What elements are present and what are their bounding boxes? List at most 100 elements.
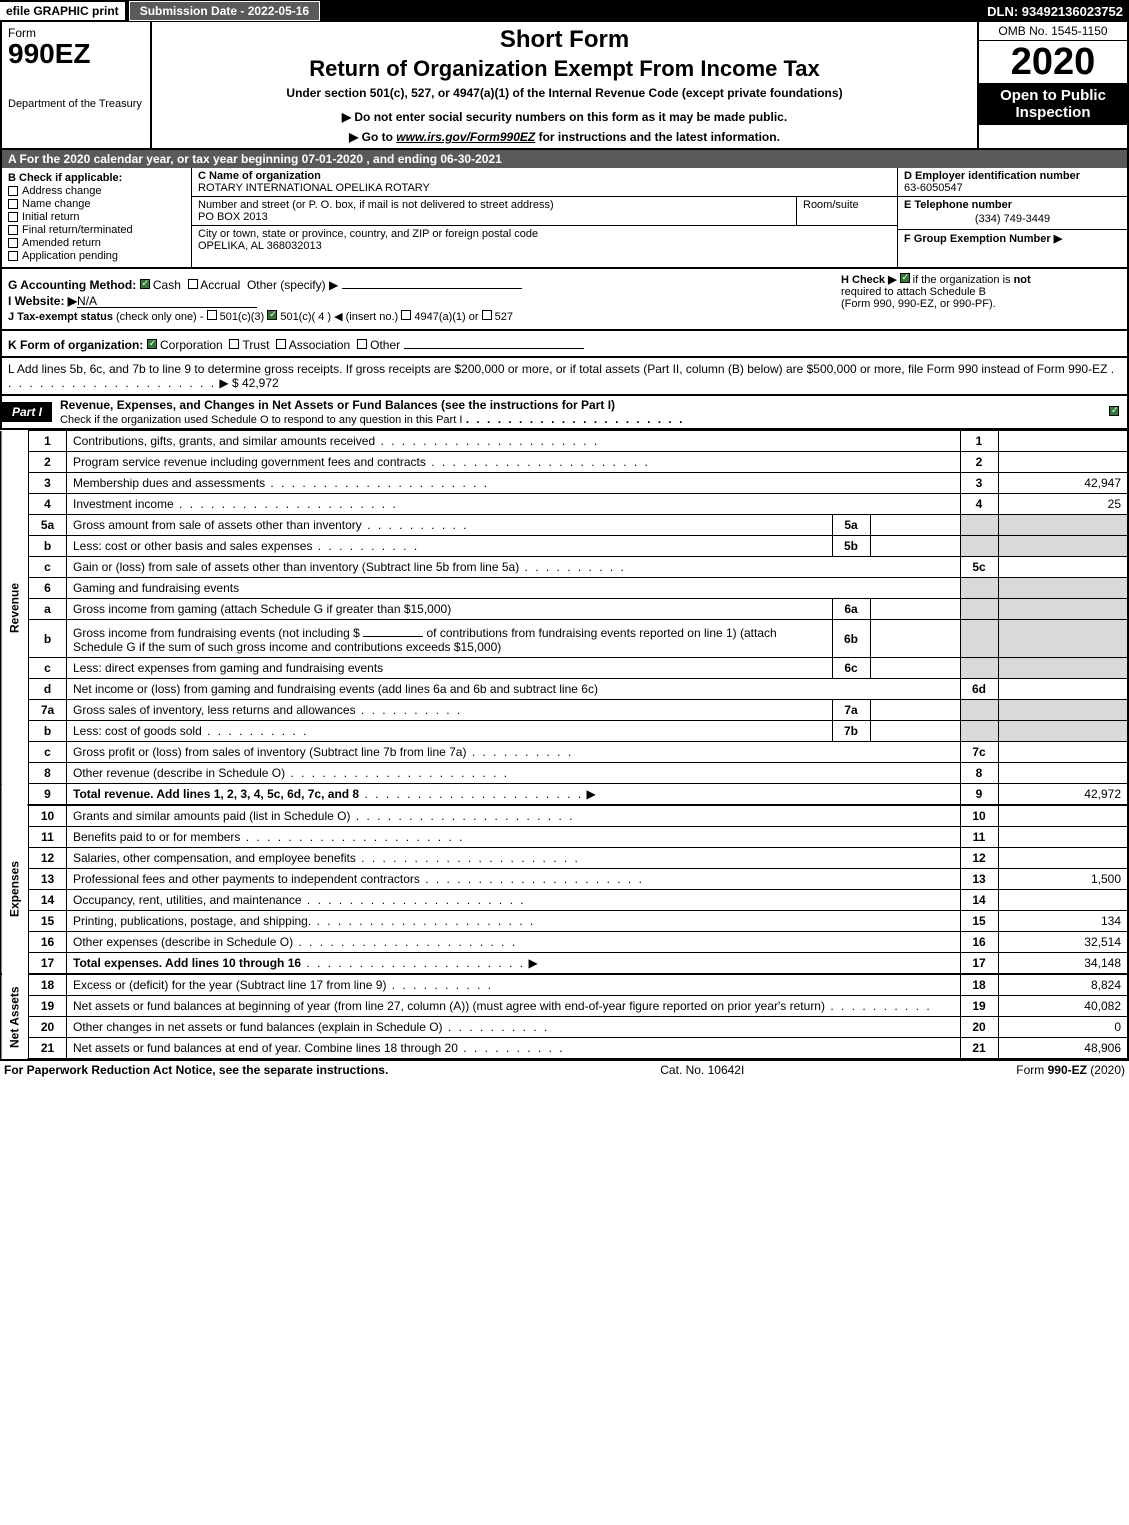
checkbox-icon[interactable]	[8, 251, 18, 261]
city-value: OPELIKA, AL 368032013	[198, 240, 891, 252]
line-num: d	[29, 679, 67, 700]
table-row: 2 Program service revenue including gove…	[1, 452, 1128, 473]
line-ref: 15	[960, 911, 998, 932]
grey-cell	[998, 620, 1128, 658]
g-cash: Cash	[153, 278, 181, 292]
checkbox-h[interactable]	[900, 273, 910, 283]
checkbox-icon[interactable]	[8, 199, 18, 209]
checkbox-other[interactable]	[357, 339, 367, 349]
line-desc: Investment income	[67, 494, 961, 515]
table-row: 16 Other expenses (describe in Schedule …	[1, 932, 1128, 953]
line-desc: Printing, publications, postage, and shi…	[67, 911, 961, 932]
goto-suffix: for instructions and the latest informat…	[535, 130, 780, 144]
line-desc: Total expenses. Add lines 10 through 16 …	[67, 953, 961, 975]
part1-table: Revenue 1 Contributions, gifts, grants, …	[0, 430, 1129, 1060]
grey-cell	[960, 620, 998, 658]
line-num: b	[29, 721, 67, 742]
check-application-pending[interactable]: Application pending	[8, 250, 185, 262]
street-row: Number and street (or P. O. box, if mail…	[192, 197, 897, 226]
k-assoc: Association	[289, 338, 350, 352]
checkbox-527[interactable]	[482, 310, 492, 320]
line-num: 14	[29, 890, 67, 911]
header-left: Form 990EZ Department of the Treasury	[2, 22, 152, 148]
g-label: G Accounting Method:	[8, 278, 136, 292]
table-row: a Gross income from gaming (attach Sched…	[1, 599, 1128, 620]
row-a-tax-year: A For the 2020 calendar year, or tax yea…	[0, 150, 1129, 168]
line-num: 6	[29, 578, 67, 599]
line-amount: 40,082	[998, 996, 1128, 1017]
checkbox-icon[interactable]	[8, 225, 18, 235]
check-address-change[interactable]: Address change	[8, 185, 185, 197]
line-num: 20	[29, 1017, 67, 1038]
line-desc: Gaming and fundraising events	[67, 578, 961, 599]
checkbox-4947[interactable]	[401, 310, 411, 320]
grey-cell	[960, 515, 998, 536]
sub-val	[870, 620, 960, 658]
section-bcdef: B Check if applicable: Address change Na…	[0, 168, 1129, 269]
footer-cat: Cat. No. 10642I	[660, 1063, 744, 1077]
table-row: 14 Occupancy, rent, utilities, and maint…	[1, 890, 1128, 911]
line-amount: 134	[998, 911, 1128, 932]
grey-cell	[998, 658, 1128, 679]
checkbox-icon[interactable]	[8, 186, 18, 196]
g-other-field[interactable]	[342, 275, 522, 289]
line-desc: Gross profit or (loss) from sales of inv…	[67, 742, 961, 763]
goto-link[interactable]: www.irs.gov/Form990EZ	[396, 130, 535, 144]
checkbox-corp[interactable]	[147, 339, 157, 349]
sub-ref: 6a	[832, 599, 870, 620]
check-final-return[interactable]: Final return/terminated	[8, 224, 185, 236]
line-amount: 34,148	[998, 953, 1128, 975]
line-desc: Less: cost or other basis and sales expe…	[67, 536, 833, 557]
table-row: b Less: cost of goods sold 7b	[1, 721, 1128, 742]
opt-address: Address change	[22, 185, 102, 197]
b-label: B Check if applicable:	[8, 172, 185, 184]
line-num: 17	[29, 953, 67, 975]
line-ref: 14	[960, 890, 998, 911]
checkbox-cash[interactable]	[140, 279, 150, 289]
line-amount: 48,906	[998, 1038, 1128, 1060]
line-desc: Gain or (loss) from sale of assets other…	[67, 557, 961, 578]
table-row: d Net income or (loss) from gaming and f…	[1, 679, 1128, 700]
checkbox-schedule-o[interactable]	[1109, 406, 1119, 416]
checkbox-501c[interactable]	[267, 310, 277, 320]
line-num: c	[29, 658, 67, 679]
checkbox-accrual[interactable]	[188, 279, 198, 289]
check-name-change[interactable]: Name change	[8, 198, 185, 210]
table-row: b Less: cost or other basis and sales ex…	[1, 536, 1128, 557]
table-row: Expenses 10 Grants and similar amounts p…	[1, 805, 1128, 827]
sub-val	[870, 721, 960, 742]
checkbox-icon[interactable]	[8, 238, 18, 248]
sub-val	[870, 515, 960, 536]
form-number: 990EZ	[8, 40, 144, 68]
checkbox-assoc[interactable]	[276, 339, 286, 349]
line-amount: 42,972	[998, 784, 1128, 806]
checkbox-icon[interactable]	[8, 212, 18, 222]
6b-amount-field[interactable]	[363, 623, 423, 637]
grey-cell	[998, 599, 1128, 620]
line-desc: Net assets or fund balances at beginning…	[67, 996, 961, 1017]
part1-label: Part I	[2, 402, 52, 422]
l-text: L Add lines 5b, 6c, and 7b to line 9 to …	[8, 362, 1107, 376]
line-num: 4	[29, 494, 67, 515]
j-501c3: 501(c)(3)	[220, 311, 265, 323]
line-ref: 3	[960, 473, 998, 494]
check-amended-return[interactable]: Amended return	[8, 237, 185, 249]
f-label: F Group Exemption Number ▶	[904, 233, 1062, 245]
efile-label[interactable]: efile GRAPHIC print	[0, 2, 125, 20]
k-other-field[interactable]	[404, 335, 584, 349]
line-amount	[998, 431, 1128, 452]
line-ref: 9	[960, 784, 998, 806]
line-ref: 2	[960, 452, 998, 473]
checkbox-501c3[interactable]	[207, 310, 217, 320]
checkbox-trust[interactable]	[229, 339, 239, 349]
line-num: 8	[29, 763, 67, 784]
j-4947: 4947(a)(1) or	[414, 311, 478, 323]
part1-check	[1109, 405, 1127, 419]
c-name-row: C Name of organization ROTARY INTERNATIO…	[192, 168, 897, 197]
line-ref: 7c	[960, 742, 998, 763]
g-other: Other (specify) ▶	[247, 278, 338, 292]
check-initial-return[interactable]: Initial return	[8, 211, 185, 223]
header-right: OMB No. 1545-1150 2020 Open to Public In…	[977, 22, 1127, 148]
line-desc: Gross amount from sale of assets other t…	[67, 515, 833, 536]
table-row: 19 Net assets or fund balances at beginn…	[1, 996, 1128, 1017]
